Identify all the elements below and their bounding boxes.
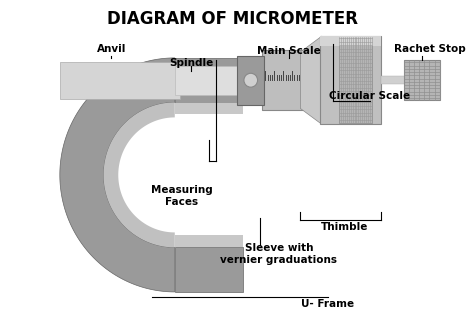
Text: U- Frame: U- Frame (301, 299, 354, 309)
Text: Measuring
Faces: Measuring Faces (151, 185, 212, 207)
Text: Thimble: Thimble (320, 222, 368, 232)
Text: Sleeve with
vernier graduations: Sleeve with vernier graduations (220, 244, 337, 265)
Polygon shape (263, 50, 303, 111)
Polygon shape (175, 247, 243, 292)
Text: DIAGRAM OF MICROMETER: DIAGRAM OF MICROMETER (107, 10, 358, 28)
Polygon shape (381, 76, 406, 84)
Polygon shape (175, 103, 243, 115)
Text: Anvil: Anvil (97, 44, 126, 54)
Text: Circular Scale: Circular Scale (329, 91, 410, 101)
Polygon shape (301, 36, 322, 124)
Polygon shape (320, 36, 381, 124)
Polygon shape (339, 37, 372, 123)
Polygon shape (175, 66, 255, 95)
Polygon shape (60, 62, 180, 99)
Circle shape (244, 73, 257, 87)
Text: Spindle: Spindle (169, 58, 213, 68)
Polygon shape (404, 60, 440, 100)
Polygon shape (237, 56, 264, 105)
Polygon shape (60, 58, 175, 292)
Polygon shape (175, 235, 243, 247)
Text: Main Scale: Main Scale (257, 46, 320, 56)
Polygon shape (104, 103, 175, 247)
Text: Rachet Stop: Rachet Stop (394, 44, 466, 54)
Polygon shape (320, 36, 381, 46)
Polygon shape (175, 58, 243, 103)
